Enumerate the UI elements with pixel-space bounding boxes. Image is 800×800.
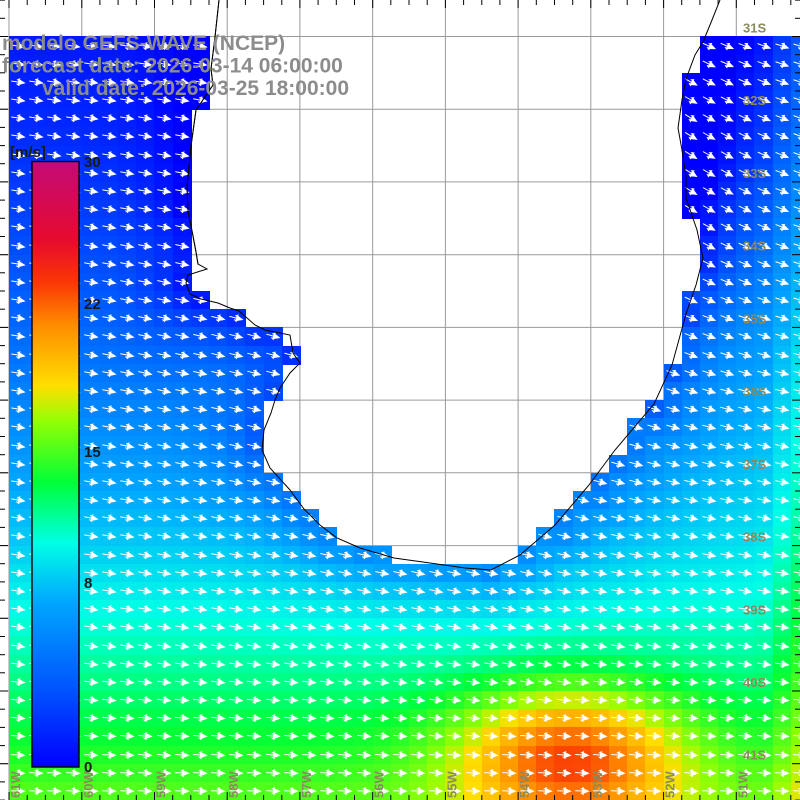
svg-text:15: 15	[84, 444, 101, 461]
svg-text:57W: 57W	[299, 771, 314, 798]
svg-text:58W: 58W	[226, 771, 241, 798]
svg-text:37S: 37S	[743, 457, 766, 472]
svg-text:40S: 40S	[743, 675, 766, 690]
svg-text:53W: 53W	[590, 771, 605, 798]
svg-text:8: 8	[84, 575, 92, 592]
svg-text:59W: 59W	[154, 771, 169, 798]
svg-text:[m/s]: [m/s]	[10, 144, 46, 161]
svg-text:33S: 33S	[743, 166, 766, 181]
svg-text:52W: 52W	[663, 771, 678, 798]
svg-text:valid date: 2026-03-25 18:00:0: valid date: 2026-03-25 18:00:00	[42, 77, 349, 100]
svg-text:0: 0	[84, 759, 92, 776]
svg-text:modelo GEFS-WAVE (NCEP): modelo GEFS-WAVE (NCEP)	[2, 32, 285, 55]
svg-text:61W: 61W	[8, 771, 23, 798]
svg-text:32S: 32S	[743, 93, 766, 108]
svg-text:30: 30	[84, 154, 101, 171]
svg-text:41S: 41S	[743, 748, 766, 763]
svg-text:38S: 38S	[743, 530, 766, 545]
svg-text:forecast date: 2026-03-14 06:0: forecast date: 2026-03-14 06:00:00	[2, 55, 343, 78]
svg-text:56W: 56W	[372, 771, 387, 798]
svg-text:51W: 51W	[735, 771, 750, 798]
svg-text:22: 22	[84, 296, 101, 313]
svg-text:39S: 39S	[743, 602, 766, 617]
svg-text:36S: 36S	[743, 384, 766, 399]
svg-text:31S: 31S	[743, 21, 766, 36]
svg-text:35S: 35S	[743, 311, 766, 326]
svg-text:54W: 54W	[517, 771, 532, 798]
svg-text:34S: 34S	[743, 239, 766, 254]
svg-text:55W: 55W	[444, 771, 459, 798]
